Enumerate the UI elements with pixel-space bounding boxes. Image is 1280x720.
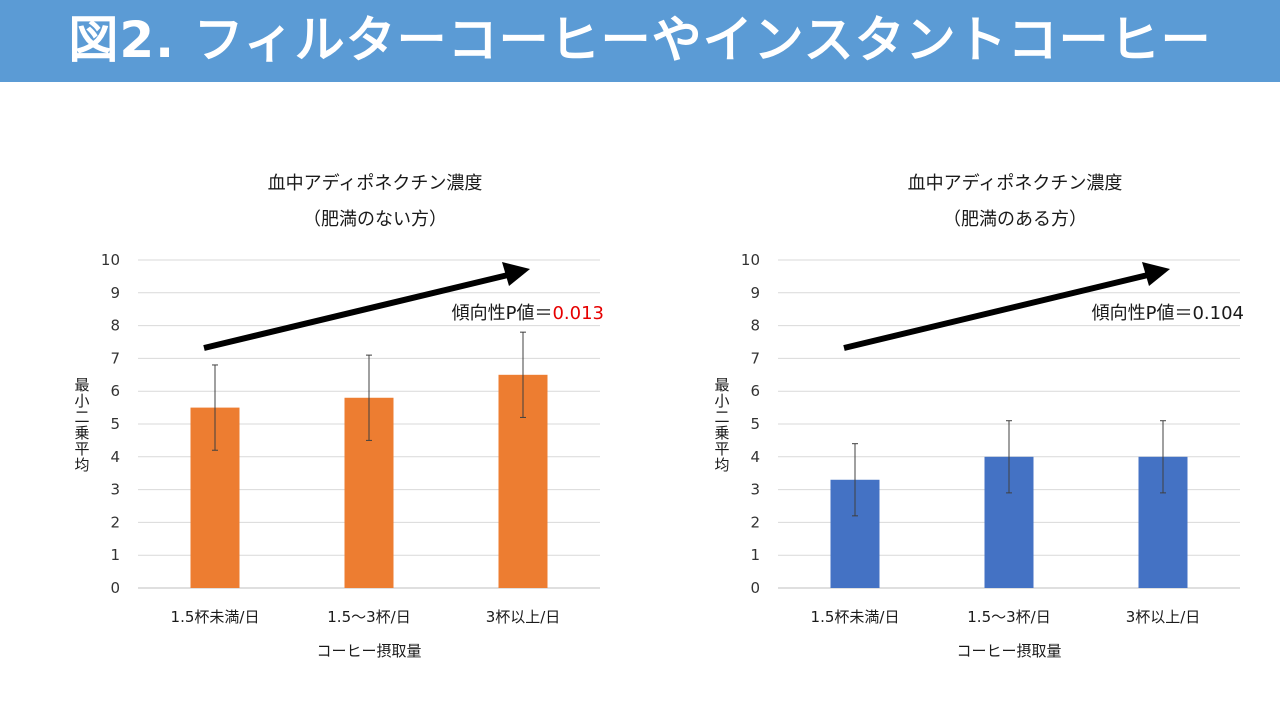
y-tick-label: 9 xyxy=(110,284,120,302)
x-tick-label: 3杯以上/日 xyxy=(486,608,561,626)
y-tick-label: 2 xyxy=(750,513,760,531)
p-value-label: 傾向性P値＝ xyxy=(1092,303,1193,324)
y-tick-label: 8 xyxy=(750,317,760,335)
y-tick-label: 4 xyxy=(750,448,760,466)
x-axis-label: コーヒー摂取量 xyxy=(956,642,1061,660)
trend-arrow-head xyxy=(502,262,530,286)
p-value-annotation: 傾向性P値＝0.013 xyxy=(452,303,604,324)
chart-title: 血中アディポネクチン濃度 xyxy=(268,173,483,194)
y-tick-label: 1 xyxy=(110,546,120,564)
x-tick-label: 1.5〜3杯/日 xyxy=(327,608,410,626)
trend-arrow-line xyxy=(843,272,1149,351)
chart-title: 血中アディポネクチン濃度 xyxy=(908,173,1123,194)
y-tick-label: 8 xyxy=(110,317,120,335)
y-axis-label: 最小二乗平均 xyxy=(714,376,729,474)
y-tick-label: 3 xyxy=(750,481,760,499)
y-axis-label: 最小二乗平均 xyxy=(74,376,89,474)
header-banner xyxy=(0,0,1280,82)
y-tick-label: 10 xyxy=(741,251,760,269)
y-tick-label: 7 xyxy=(750,349,760,367)
x-tick-label: 3杯以上/日 xyxy=(1126,608,1201,626)
x-axis-label: コーヒー摂取量 xyxy=(316,642,421,660)
x-tick-label: 1.5杯未満/日 xyxy=(171,608,260,626)
y-tick-label: 4 xyxy=(110,448,120,466)
p-value-annotation: 傾向性P値＝0.104 xyxy=(1092,303,1244,324)
y-tick-label: 9 xyxy=(750,284,760,302)
p-value-label: 傾向性P値＝ xyxy=(452,303,553,324)
y-tick-label: 1 xyxy=(750,546,760,564)
page-title: 図2. フィルターコーヒーやインスタントコーヒー xyxy=(68,11,1212,69)
y-tick-label: 5 xyxy=(110,415,120,433)
y-tick-label: 5 xyxy=(750,415,760,433)
y-tick-label: 7 xyxy=(110,349,120,367)
p-value-number: 0.104 xyxy=(1192,303,1244,324)
y-tick-label: 6 xyxy=(750,382,760,400)
x-tick-label: 1.5杯未満/日 xyxy=(811,608,900,626)
y-tick-label: 0 xyxy=(110,579,120,597)
chart-obese: 血中アディポネクチン濃度 （肥満のある方） 0 1 2 3 4 5 6 7 8 9 10 最小二乗平均 1.… xyxy=(714,173,1244,660)
y-tick-label: 10 xyxy=(101,251,120,269)
x-tick-label: 1.5〜3杯/日 xyxy=(967,608,1050,626)
chart-subtitle: （肥満のない方） xyxy=(303,209,447,230)
y-tick-label: 2 xyxy=(110,513,120,531)
chart-subtitle: （肥満のある方） xyxy=(943,209,1087,230)
trend-arrow-head xyxy=(1142,262,1170,286)
trend-arrow-line xyxy=(203,272,509,351)
y-tick-label: 0 xyxy=(750,579,760,597)
y-tick-label: 6 xyxy=(110,382,120,400)
chart-non-obese: 血中アディポネクチン濃度 （肥満のない方） 0 1 2 3 4 5 6 7 8 9 10 最小二乗平均 1.… xyxy=(74,173,604,660)
y-tick-label: 3 xyxy=(110,481,120,499)
p-value-number: 0.013 xyxy=(552,303,604,324)
